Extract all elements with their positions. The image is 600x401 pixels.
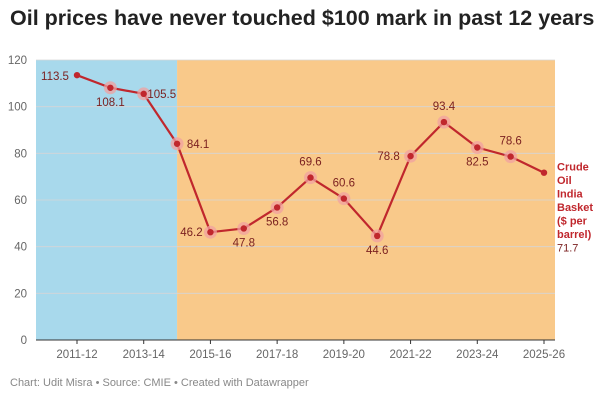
- series-name-label: Oil: [557, 175, 572, 187]
- data-point: [507, 153, 514, 160]
- data-label: 82.5: [466, 157, 488, 169]
- y-tick-label: 20: [14, 288, 27, 300]
- x-tick-label: 2011-12: [56, 349, 97, 361]
- data-label: 47.8: [233, 237, 255, 249]
- series-name-label: India: [557, 189, 584, 201]
- data-label: 46.2: [180, 227, 202, 239]
- data-label: 44.6: [366, 245, 388, 257]
- data-point: [474, 144, 481, 151]
- data-label: 78.6: [499, 136, 521, 148]
- x-tick-label: 2017-18: [256, 349, 298, 361]
- data-point: [207, 229, 214, 236]
- data-label: 93.4: [433, 101, 456, 113]
- x-tick-label: 2019-20: [323, 349, 365, 361]
- data-label: 113.5: [41, 71, 69, 83]
- data-label: 78.8: [377, 151, 399, 163]
- data-label: 69.6: [299, 157, 321, 169]
- data-point: [440, 118, 448, 126]
- data-label: 60.6: [333, 178, 355, 190]
- x-tick-label: 2021-22: [389, 349, 431, 361]
- y-tick-label: 120: [8, 55, 27, 67]
- data-point: [73, 71, 81, 79]
- data-label: 56.8: [266, 216, 288, 228]
- data-point: [540, 169, 548, 176]
- data-point: [407, 152, 414, 160]
- data-point: [107, 84, 114, 91]
- y-tick-label: 0: [21, 335, 27, 347]
- series-name-label: barrel): [557, 229, 592, 241]
- data-point: [273, 204, 281, 211]
- data-point: [307, 174, 314, 181]
- series-name-label: Crude: [557, 162, 589, 174]
- y-tick-label: 40: [14, 242, 27, 254]
- x-tick-label: 2013-14: [123, 349, 166, 361]
- chart-title: Oil prices have never touched $100 mark …: [10, 6, 595, 30]
- x-tick-label: 2025-26: [523, 349, 565, 361]
- data-point: [140, 90, 147, 98]
- y-tick-label: 100: [8, 102, 27, 114]
- series-name-label: Basket: [557, 202, 593, 214]
- chart-footer: Chart: Udit Misra • Source: CMIE • Creat…: [10, 377, 309, 389]
- data-label: 105.5: [147, 89, 176, 101]
- data-point: [173, 140, 181, 147]
- x-tick-label: 2015-16: [189, 349, 231, 361]
- series-name-label: ($ per: [557, 216, 588, 228]
- data-point: [240, 225, 247, 232]
- y-tick-label: 60: [14, 195, 27, 207]
- data-point: [374, 232, 381, 240]
- data-label: 108.1: [96, 97, 125, 109]
- x-tick-label: 2023-24: [456, 349, 499, 361]
- data-label: 84.1: [187, 139, 209, 151]
- last-value-label: 71.7: [557, 243, 578, 255]
- data-point: [340, 195, 348, 202]
- y-tick-label: 80: [14, 148, 27, 160]
